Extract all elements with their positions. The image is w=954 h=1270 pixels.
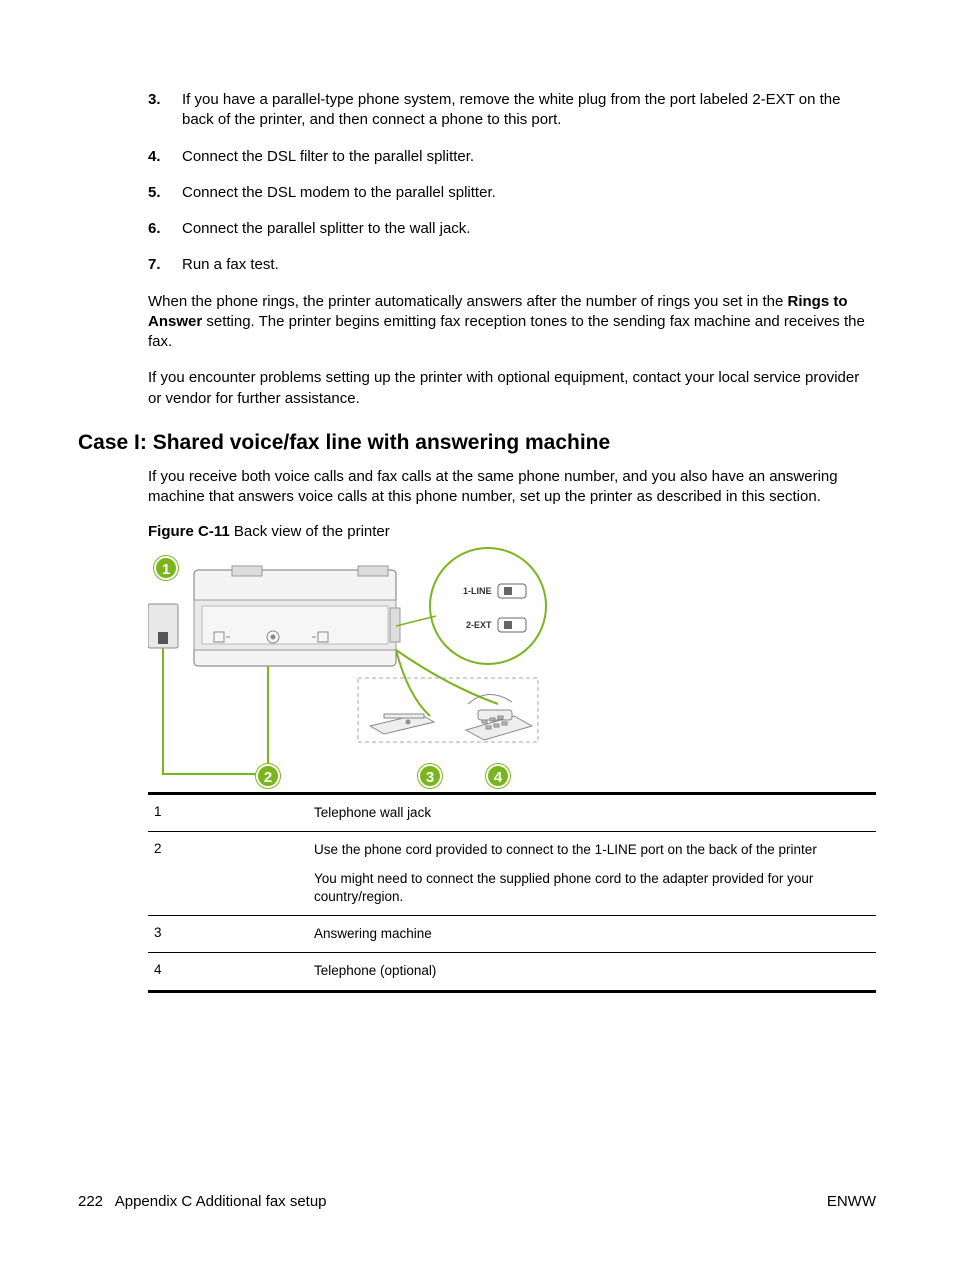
step-3: 3.If you have a parallel-type phone syst… xyxy=(148,90,876,131)
table-row: 2 Use the phone cord provided to connect… xyxy=(148,832,876,916)
callout-badge-4: 4 xyxy=(486,764,510,788)
port-label-1line: 1-LINE xyxy=(463,586,492,596)
step-6: 6.Connect the parallel splitter to the w… xyxy=(148,219,876,239)
callout-number: 4 xyxy=(148,953,308,991)
table-row: 3 Answering machine xyxy=(148,916,876,953)
step-number: 3. xyxy=(148,90,182,131)
callout-badge-3: 3 xyxy=(418,764,442,788)
step-7: 7.Run a fax test. xyxy=(148,255,876,275)
footer-left: 222 Appendix C Additional fax setup xyxy=(78,1193,327,1210)
paragraph-contact: If you encounter problems setting up the… xyxy=(148,368,876,409)
callout-desc: Telephone (optional) xyxy=(308,953,876,991)
page-content: 3.If you have a parallel-type phone syst… xyxy=(148,90,876,993)
callout-badge-2: 2 xyxy=(256,764,280,788)
step-5: 5.Connect the DSL modem to the parallel … xyxy=(148,183,876,203)
printer-diagram-svg: 1-LINE 2-EXT xyxy=(148,546,562,784)
step-text: Run a fax test. xyxy=(182,255,279,275)
port-label-2ext: 2-EXT xyxy=(466,620,492,630)
page-footer: 222 Appendix C Additional fax setup ENWW xyxy=(78,1193,876,1210)
callout-desc: Telephone wall jack xyxy=(308,794,876,832)
paragraph-rings: When the phone rings, the printer automa… xyxy=(148,292,876,353)
footer-section: Appendix C Additional fax setup xyxy=(115,1193,327,1210)
step-text: Connect the DSL filter to the parallel s… xyxy=(182,147,474,167)
step-4: 4.Connect the DSL filter to the parallel… xyxy=(148,147,876,167)
callout-number: 3 xyxy=(148,916,308,953)
numbered-steps: 3.If you have a parallel-type phone syst… xyxy=(148,90,876,276)
step-number: 5. xyxy=(148,183,182,203)
step-number: 6. xyxy=(148,219,182,239)
figure-label: Figure C-11 Back view of the printer xyxy=(148,523,876,540)
step-text: Connect the DSL modem to the parallel sp… xyxy=(182,183,496,203)
case-heading: Case I: Shared voice/fax line with answe… xyxy=(78,431,876,455)
callout-desc: Answering machine xyxy=(308,916,876,953)
callout-number: 1 xyxy=(148,794,308,832)
table-row: 1 Telephone wall jack xyxy=(148,794,876,832)
step-number: 4. xyxy=(148,147,182,167)
callout-number: 2 xyxy=(148,832,308,916)
case-intro: If you receive both voice calls and fax … xyxy=(148,467,876,508)
figure-printer-back: 1-LINE 2-EXT xyxy=(148,546,562,784)
callout-desc: Use the phone cord provided to connect t… xyxy=(308,832,876,916)
footer-right: ENWW xyxy=(827,1193,876,1210)
step-number: 7. xyxy=(148,255,182,275)
step-text: If you have a parallel-type phone system… xyxy=(182,90,876,131)
step-text: Connect the parallel splitter to the wal… xyxy=(182,219,470,239)
callout-table: 1 Telephone wall jack 2 Use the phone co… xyxy=(148,792,876,992)
page-number: 222 xyxy=(78,1193,103,1210)
table-row: 4 Telephone (optional) xyxy=(148,953,876,991)
